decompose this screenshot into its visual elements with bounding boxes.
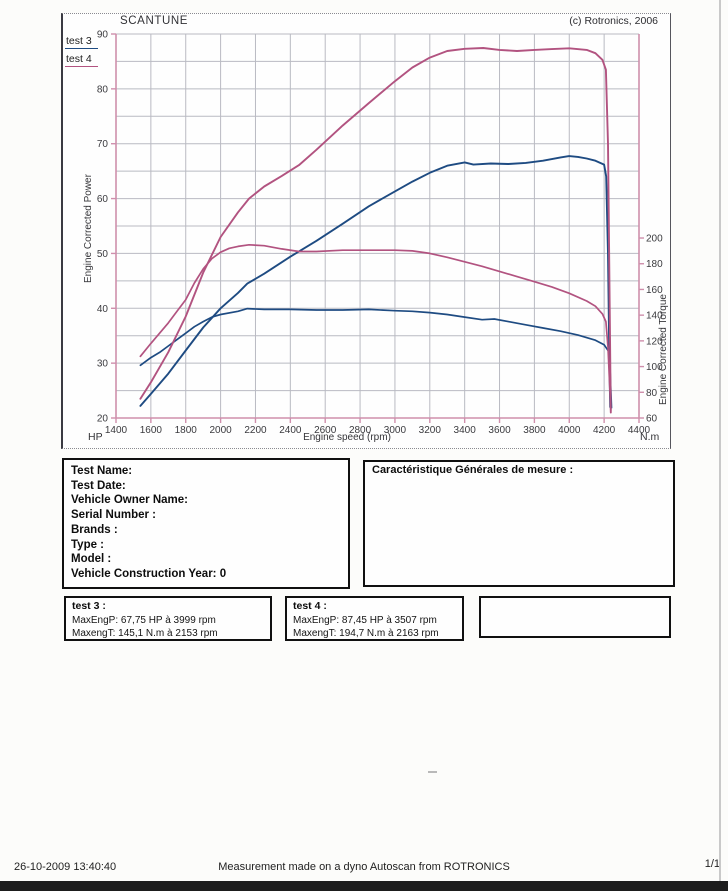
svg-text:3400: 3400 <box>454 425 477 436</box>
svg-text:4000: 4000 <box>558 425 581 436</box>
copyright-text: (c) Rotronics, 2006 <box>569 15 658 27</box>
empty-result-box <box>479 596 671 638</box>
svg-text:90: 90 <box>97 30 109 41</box>
footer-page-number: 1/1 <box>704 858 720 870</box>
test-info-box: Test Name: Test Date: Vehicle Owner Name… <box>62 458 350 589</box>
footer-datetime: 26-10-2009 13:40:40 <box>14 861 117 873</box>
legend-item-test3: test 3 <box>65 35 98 49</box>
svg-text:30: 30 <box>97 359 109 370</box>
svg-text:1400: 1400 <box>105 425 128 436</box>
result-box-test3: test 3 : MaxEngP: 67,75 HP à 3999 rpm Ma… <box>64 596 272 641</box>
svg-text:1600: 1600 <box>140 425 163 436</box>
info-line: Type : <box>71 538 105 551</box>
right-axis-unit: N.m <box>640 431 660 443</box>
svg-text:2800: 2800 <box>349 425 372 436</box>
svg-text:2200: 2200 <box>244 425 267 436</box>
svg-text:3000: 3000 <box>384 425 407 436</box>
result-title: test 4 : <box>293 600 327 612</box>
svg-text:4200: 4200 <box>593 425 616 436</box>
info-line: Model : <box>71 553 112 566</box>
measure-box-title: Caractéristique Générales de mesure : <box>372 464 574 476</box>
svg-text:160: 160 <box>646 285 663 296</box>
svg-text:20: 20 <box>97 414 109 425</box>
max-power-line: MaxEngP: 87,45 HP à 3507 rpm <box>293 614 437 626</box>
info-line: Vehicle Owner Name: <box>71 494 188 507</box>
svg-text:40: 40 <box>97 304 109 315</box>
info-line: Vehicle Construction Year: 0 <box>71 567 227 580</box>
svg-text:3600: 3600 <box>488 425 511 436</box>
left-axis-title: Engine Corrected Power <box>83 174 94 283</box>
svg-text:180: 180 <box>646 259 663 270</box>
max-torque-line: MaxengT: 145,1 N.m à 2153 rpm <box>72 628 218 639</box>
svg-text:50: 50 <box>97 249 109 260</box>
result-box-test4: test 4 : MaxEngP: 87,45 HP à 3507 rpm Ma… <box>285 596 464 641</box>
svg-text:2000: 2000 <box>209 425 232 436</box>
info-line: Test Name: <box>71 465 133 477</box>
result-title: test 3 : <box>72 600 106 612</box>
max-power-line: MaxEngP: 67,75 HP à 3999 rpm <box>72 614 216 626</box>
dyno-chart: 20 30 40 50 60 70 80 90 60 80 100 120 140 160 180 200 14… <box>97 30 663 437</box>
left-axis-unit: HP <box>88 431 103 443</box>
svg-text:100: 100 <box>646 362 663 373</box>
max-torque-line: MaxengT: 194,7 N.m à 2163 rpm <box>293 628 439 639</box>
scan-right-edge-line <box>719 0 721 881</box>
svg-text:3200: 3200 <box>419 425 442 436</box>
svg-text:4400: 4400 <box>628 425 651 436</box>
svg-text:140: 140 <box>646 311 663 322</box>
svg-text:80: 80 <box>646 388 658 399</box>
svg-text:3800: 3800 <box>523 425 546 436</box>
info-line: Test Date: <box>71 479 126 492</box>
right-axis-title: Engine Corrected Torque <box>658 294 669 405</box>
measure-characteristics-box: Caractéristique Générales de mesure : <box>363 460 675 587</box>
scan-artifact <box>428 771 437 773</box>
x-axis-title: Engine speed (rpm) <box>303 432 391 443</box>
svg-text:120: 120 <box>646 336 663 347</box>
svg-text:200: 200 <box>646 234 663 245</box>
chart-panel: 20 30 40 50 60 70 80 90 60 80 100 120 140 160 180 200 14… <box>61 13 671 449</box>
info-line: Brands : <box>71 523 118 536</box>
svg-text:60: 60 <box>646 414 658 425</box>
svg-text:2600: 2600 <box>314 425 337 436</box>
svg-text:60: 60 <box>97 194 109 205</box>
svg-text:70: 70 <box>97 139 109 150</box>
footer-caption: Measurement made on a dyno Autoscan from… <box>218 861 510 873</box>
info-line: Serial Number : <box>71 509 156 522</box>
scan-bottom-band <box>0 881 728 891</box>
chart-title: SCANTUNE <box>120 15 189 27</box>
legend-item-test4: test 4 <box>65 53 98 67</box>
svg-text:1800: 1800 <box>175 425 198 436</box>
svg-text:80: 80 <box>97 84 109 95</box>
svg-text:2400: 2400 <box>279 425 302 436</box>
